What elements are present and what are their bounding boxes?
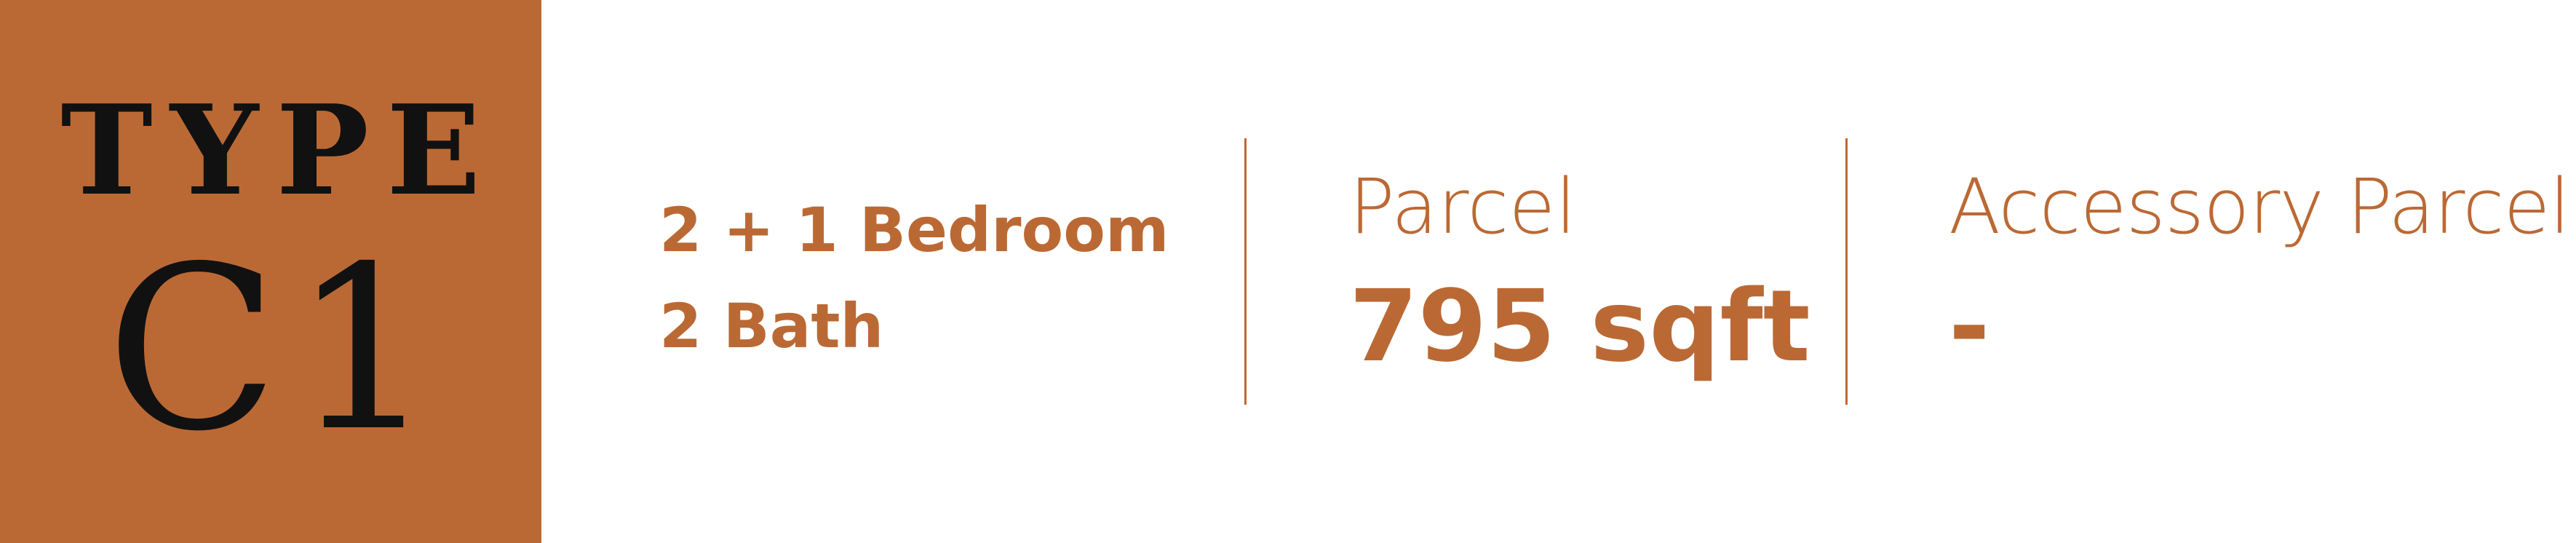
divider — [1244, 138, 1247, 405]
parcel-stat: Parcel 795 sqft — [1349, 163, 1810, 381]
divider — [1845, 138, 1848, 405]
unit-type-label: TYPE — [60, 78, 498, 223]
bedroom-count: 2 + 1 Bedroom — [659, 194, 1169, 266]
bath-count: 2 Bath — [659, 290, 884, 362]
parcel-value: 795 sqft — [1349, 269, 1810, 384]
room-summary: 2 + 1 Bedroom 2 Bath — [659, 182, 1169, 374]
unit-type-code: C1 — [106, 218, 449, 481]
accessory-parcel-value: - — [1949, 269, 1990, 384]
accessory-parcel-stat: Accessory Parcel - — [1949, 162, 2570, 384]
accessory-parcel-label: Accessory Parcel — [1949, 162, 2570, 251]
parcel-label: Parcel — [1349, 162, 1577, 251]
unit-type-block: TYPE C1 — [0, 0, 541, 543]
